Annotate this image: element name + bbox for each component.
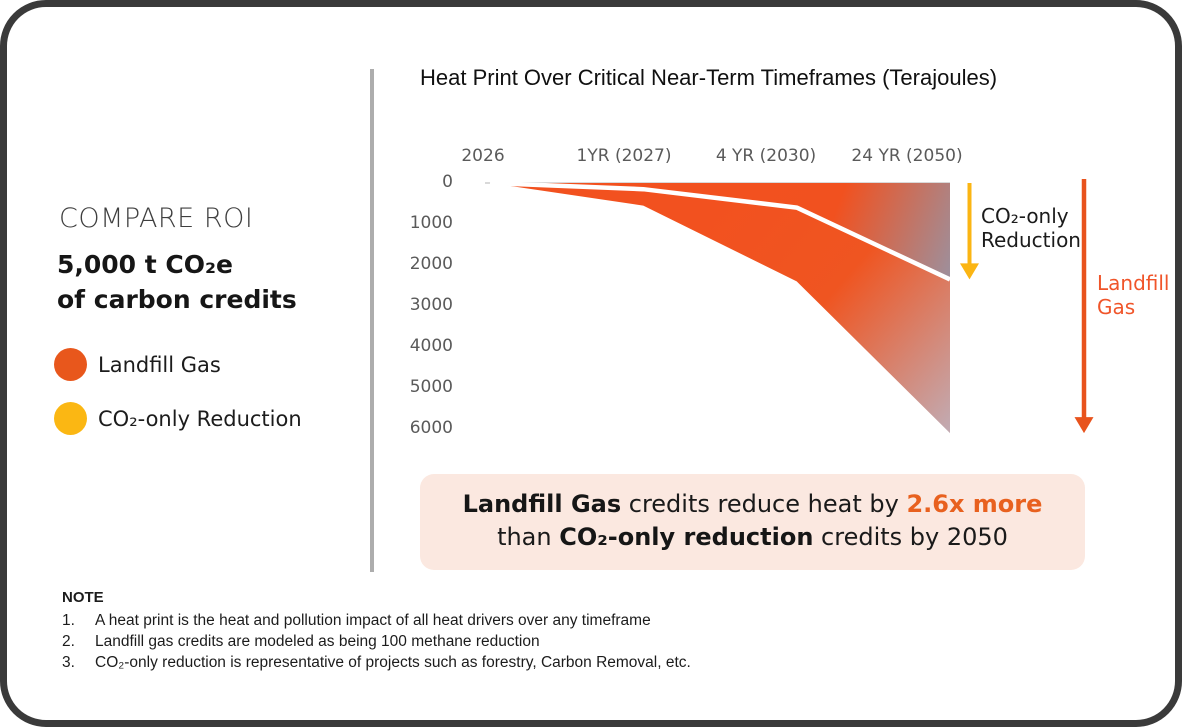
landfill-arrow-label: Landfill Gas — [1097, 271, 1169, 319]
takeaway-callout: Landfill Gas credits reduce heat by 2.6x… — [420, 474, 1085, 570]
vertical-divider — [370, 69, 374, 572]
callout-text: credits reduce heat by — [621, 490, 907, 518]
co2-only-swatch-icon — [54, 402, 87, 435]
callout-line-1: Landfill Gas credits reduce heat by 2.6x… — [420, 488, 1085, 521]
co2-band — [490, 183, 950, 280]
stat-line-1: 5,000 t CO₂e — [57, 250, 233, 279]
y-tick-label: 5000 — [409, 377, 453, 397]
legend-label: CO₂-only Reduction — [98, 406, 302, 431]
co2-arrow-label-line2: Reduction — [981, 228, 1081, 252]
x-tick-label: 4 YR (2030) — [715, 146, 817, 166]
footnotes-list: 1. A heat print is the heat and pollution… — [62, 610, 691, 673]
y-tick-label: 6000 — [409, 418, 453, 438]
co2-arrow-label: CO₂-only Reduction — [981, 204, 1081, 252]
landfill-arrow-label-line1: Landfill — [1097, 271, 1170, 295]
legend-item-landfill-gas: Landfill Gas — [54, 348, 302, 381]
y-tick-label: 2000 — [409, 254, 453, 274]
series-divider-line — [489, 180, 951, 282]
footnotes: NOTE 1. A heat print is the heat and poll… — [62, 589, 691, 673]
footnote-text: A heat print is the heat and pollution i… — [95, 612, 651, 629]
footnote-number: 2. — [62, 633, 75, 650]
footnotes-heading: NOTE — [62, 589, 104, 606]
callout-line-2: than CO₂-only reduction credits by 2050 — [420, 521, 1085, 554]
callout-text: than — [497, 523, 560, 551]
footnote-item: 1. A heat print is the heat and pollution… — [62, 610, 691, 631]
callout-co2-bold: CO₂-only reduction — [559, 523, 814, 551]
callout-multiplier: 2.6x more — [906, 490, 1043, 518]
x-tick-label: 2026 — [461, 146, 505, 166]
stat-line-2: of carbon credits — [57, 285, 297, 314]
footnote-text: Landfill gas credits are modeled as bein… — [95, 633, 540, 650]
y-tick-label: 1000 — [409, 213, 453, 233]
callout-landfill-bold: Landfill Gas — [462, 490, 622, 518]
footnote-number: 1. — [62, 612, 75, 629]
y-tick-label: 3000 — [409, 295, 453, 315]
footnote-text: CO₂-only reduction is representative of … — [95, 654, 691, 671]
x-tick-label: 1YR (2027) — [576, 146, 672, 166]
legend-item-co2-only: CO₂-only Reduction — [54, 402, 302, 435]
footnote-number: 3. — [62, 654, 75, 671]
landfill-arrow-label-line2: Gas — [1097, 295, 1136, 319]
co2-arrow-label-line1: CO₂-only — [981, 204, 1069, 228]
stat-text: 5,000 t CO₂e of carbon credits — [57, 247, 297, 317]
footnote-item: 2. Landfill gas credits are modeled as be… — [62, 631, 691, 652]
panel-title: COMPARE ROI — [59, 203, 254, 234]
x-tick-label: 24 YR (2050) — [851, 146, 963, 166]
footnote-item: 3. CO₂-only reduction is representative o… — [62, 652, 691, 673]
legend: Landfill Gas CO₂-only Reduction — [54, 348, 302, 456]
chart-title: Heat Print Over Critical Near-Term Timef… — [420, 65, 998, 90]
callout-text: credits by 2050 — [813, 523, 1008, 551]
landfill-band — [490, 183, 950, 434]
y-tick-label: 0 — [442, 172, 453, 192]
y-tick-label: 4000 — [409, 336, 453, 356]
co2-reduction-arrow-icon — [960, 183, 979, 280]
landfill-gas-swatch-icon — [54, 348, 87, 381]
legend-label: Landfill Gas — [98, 352, 221, 377]
